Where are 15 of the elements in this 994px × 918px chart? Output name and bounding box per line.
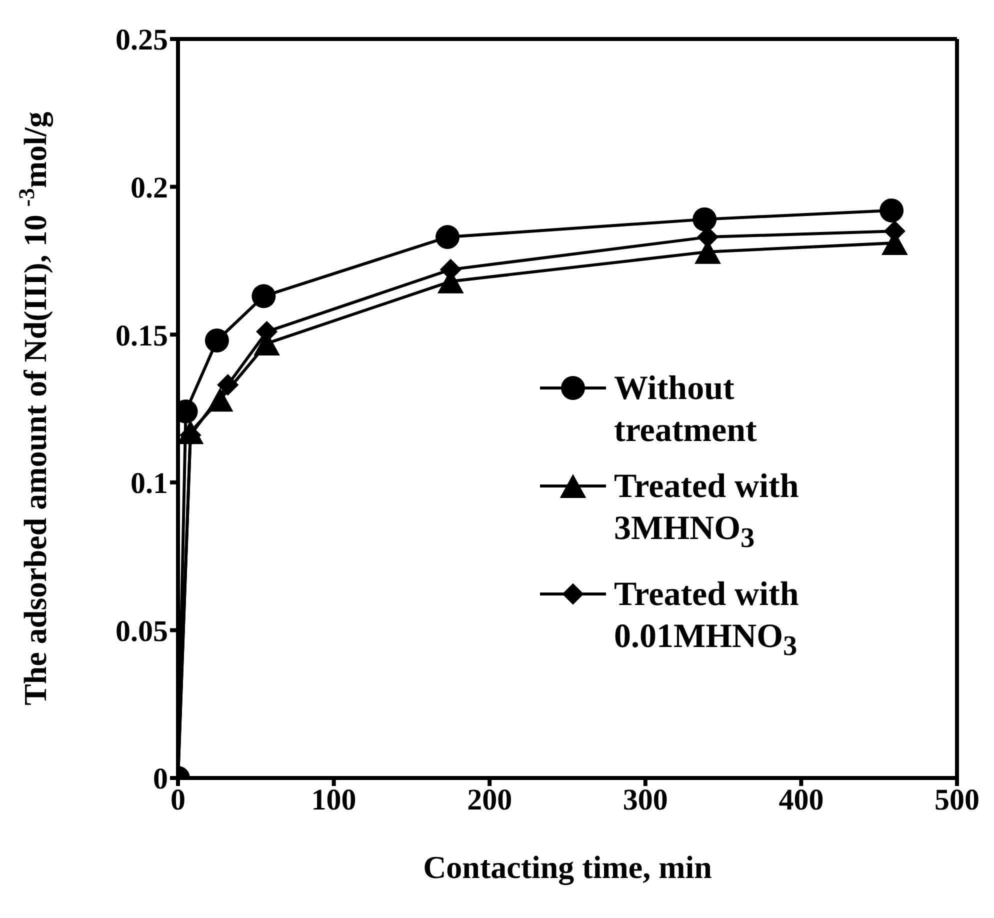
legend-label: Treated with 0.01MHNO$_{3}$: [614, 574, 800, 664]
x-tick-label: 500: [934, 783, 980, 816]
x-tick-label: 100: [311, 783, 356, 816]
x-tick-label: 300: [622, 783, 668, 816]
y-tick-label: 0.15: [116, 319, 168, 352]
y-tick-label: 0: [153, 762, 168, 796]
x-tick-label: 400: [778, 783, 824, 816]
x-tick-label: 200: [467, 783, 512, 816]
y-tick-label: 0.25: [116, 24, 168, 57]
y-tick-label: 0.05: [116, 614, 168, 648]
y-tick-label: 0.2: [130, 171, 168, 204]
x-axis-title: Contacting time, min: [423, 849, 712, 886]
legend-label: Without treatment: [614, 369, 758, 451]
y-tick-label: 0.1: [130, 467, 168, 500]
legend-label: Treated with 3MHNO$_{3}$: [614, 467, 800, 556]
